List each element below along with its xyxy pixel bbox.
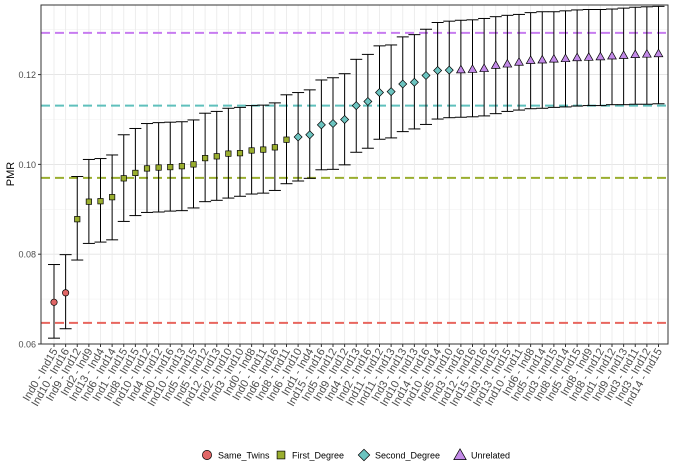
legend-item-same-twins: Same_Twins <box>202 450 270 461</box>
data-point <box>351 101 361 111</box>
data-point <box>293 132 303 142</box>
data-point <box>305 130 315 140</box>
legend-label: Second_Degree <box>375 451 440 461</box>
data-point <box>653 48 664 58</box>
data-point <box>143 165 151 172</box>
y-tick-label: 0.12 <box>18 70 36 80</box>
data-point <box>398 79 408 89</box>
data-point <box>260 146 267 153</box>
data-point <box>74 216 81 223</box>
legend-key-circle <box>202 450 212 460</box>
data-point <box>213 153 220 160</box>
data-point <box>630 49 641 58</box>
data-point <box>455 64 466 74</box>
y-tick-label: 0.06 <box>18 340 36 350</box>
data-point <box>271 144 278 151</box>
data-point <box>444 65 454 75</box>
data-point <box>572 52 583 62</box>
data-point <box>340 115 350 124</box>
data-point <box>618 50 629 59</box>
data-point <box>167 164 174 171</box>
data-point <box>283 136 290 143</box>
data-point <box>202 155 209 162</box>
data-point <box>190 161 197 168</box>
data-point <box>595 51 606 61</box>
data-point <box>490 60 501 69</box>
data-point <box>433 66 443 76</box>
data-point <box>248 147 255 154</box>
legend-key-square <box>276 450 286 460</box>
data-point <box>479 63 490 72</box>
legend-item-first-degree: First_Degree <box>276 450 344 461</box>
legend-key-diamond <box>357 448 371 462</box>
panel-border <box>40 4 669 345</box>
data-point <box>85 198 92 205</box>
data-point <box>583 52 594 61</box>
y-axis-title: PMR <box>5 162 17 187</box>
data-point <box>109 194 116 201</box>
legend-label: Same_Twins <box>218 451 270 461</box>
y-axis: 0.06 0.08 0.10 0.12 <box>18 70 41 350</box>
data-point <box>225 150 232 157</box>
data-point <box>607 50 617 60</box>
data-point <box>236 150 244 157</box>
legend-key-triangle <box>453 448 467 461</box>
data-point <box>375 88 384 98</box>
legend-item-unrelated: Unrelated <box>453 448 510 461</box>
data-point <box>132 169 139 176</box>
data-point <box>386 87 396 97</box>
data-point <box>97 198 104 205</box>
data-point <box>525 55 536 64</box>
legend-label: First_Degree <box>292 451 344 461</box>
y-tick-label: 0.10 <box>18 160 36 170</box>
data-point <box>560 53 571 63</box>
data-point <box>514 56 524 66</box>
legend-item-second-degree: Second_Degree <box>357 448 440 462</box>
data-point <box>328 119 338 129</box>
data-point <box>409 77 419 87</box>
data-point <box>641 48 652 58</box>
data-point <box>62 289 70 297</box>
data-point <box>363 97 373 107</box>
data-point <box>50 298 58 306</box>
data-point <box>502 58 513 68</box>
data-point <box>178 163 185 170</box>
legend: Same_Twins First_Degree Second_Degree Unrel… <box>202 448 510 462</box>
legend-label: Unrelated <box>471 451 510 461</box>
data-point <box>155 164 162 171</box>
data-point <box>421 70 431 80</box>
y-tick-label: 0.08 <box>18 250 36 260</box>
data-point <box>537 54 548 64</box>
data-point <box>120 175 127 182</box>
data-point <box>316 120 326 130</box>
points <box>50 48 664 306</box>
data-point <box>467 64 478 73</box>
data-point <box>548 53 559 63</box>
